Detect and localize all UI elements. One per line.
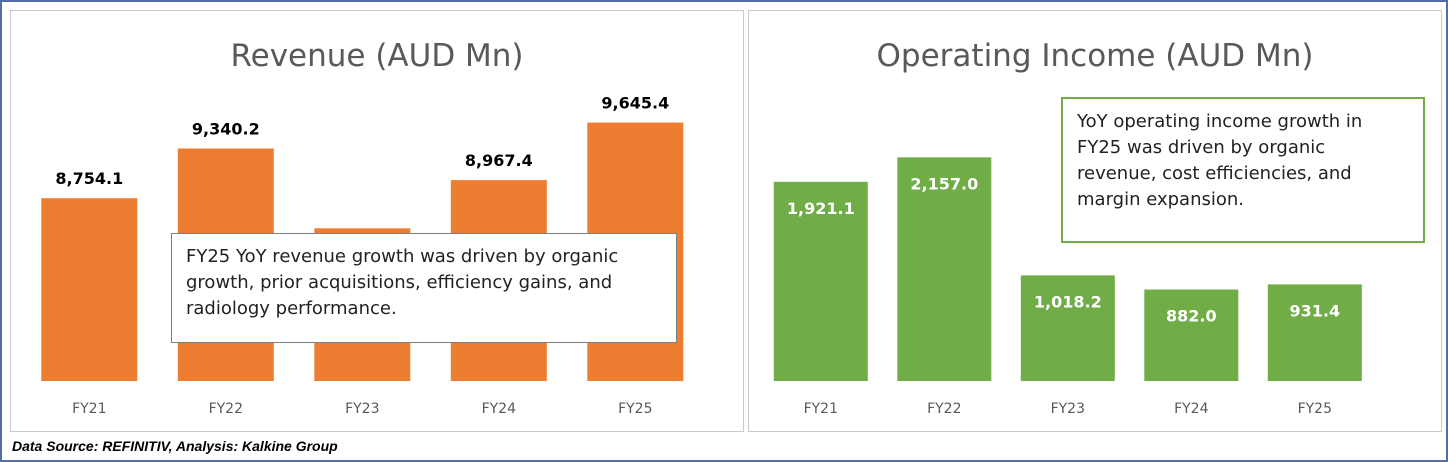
revenue-bar-fy21 bbox=[41, 198, 138, 381]
operating-income-value-label-fy22: 2,157.0 bbox=[910, 174, 978, 193]
operating-income-bar-fy22 bbox=[897, 157, 992, 381]
operating-income-value-label-fy24: 882.0 bbox=[1166, 307, 1217, 326]
operating-income-chart: Operating Income (AUD Mn) 1,921.1 FY21 2,1… bbox=[773, 38, 1362, 417]
operating-income-chart-title: Operating Income (AUD Mn) bbox=[877, 38, 1314, 74]
revenue-value-label-fy24: 8,967.4 bbox=[465, 151, 533, 170]
revenue-tick-label-fy24: FY24 bbox=[482, 401, 517, 417]
revenue-chart-panel: Revenue (AUD Mn) 8,754.1 FY21 9,340.2 FY22 F… bbox=[10, 10, 744, 432]
revenue-tick-label-fy25: FY25 bbox=[618, 401, 652, 417]
operating-income-value-label-fy21: 1,921.1 bbox=[787, 199, 855, 218]
operating-income-tick-label-fy24: FY24 bbox=[1174, 401, 1209, 417]
operating-income-bar-fy24 bbox=[1144, 289, 1239, 381]
revenue-tick-label-fy21: FY21 bbox=[72, 401, 106, 417]
operating-income-tick-label-fy21: FY21 bbox=[804, 401, 838, 417]
operating-income-tick-label-fy23: FY23 bbox=[1051, 401, 1085, 417]
operating-income-tick-label-fy22: FY22 bbox=[927, 401, 961, 417]
revenue-tick-label-fy22: FY22 bbox=[209, 401, 243, 417]
revenue-value-label-fy22: 9,340.2 bbox=[192, 120, 260, 139]
operating-income-bar-fy25 bbox=[1267, 284, 1362, 381]
revenue-annotation-box: FY25 YoY revenue growth was driven by or… bbox=[171, 233, 677, 343]
revenue-chart: Revenue (AUD Mn) 8,754.1 FY21 9,340.2 FY22 F… bbox=[41, 38, 684, 417]
revenue-value-label-fy25: 9,645.4 bbox=[601, 94, 669, 113]
operating-income-annotation-box: YoY operating income growth in FY25 was … bbox=[1061, 97, 1425, 243]
revenue-tick-label-fy23: FY23 bbox=[345, 401, 379, 417]
operating-income-chart-panel: Operating Income (AUD Mn) 1,921.1 FY21 2,1… bbox=[748, 10, 1442, 432]
operating-income-tick-label-fy25: FY25 bbox=[1298, 401, 1332, 417]
revenue-value-label-fy21: 8,754.1 bbox=[55, 169, 123, 188]
operating-income-bar-fy23 bbox=[1020, 275, 1115, 381]
operating-income-value-label-fy25: 931.4 bbox=[1289, 301, 1340, 320]
data-source-note: Data Source: REFINITIV, Analysis: Kalkin… bbox=[12, 438, 338, 454]
operating-income-bar-fy21 bbox=[773, 181, 868, 381]
revenue-chart-title: Revenue (AUD Mn) bbox=[230, 38, 523, 74]
operating-income-value-label-fy23: 1,018.2 bbox=[1034, 292, 1102, 311]
